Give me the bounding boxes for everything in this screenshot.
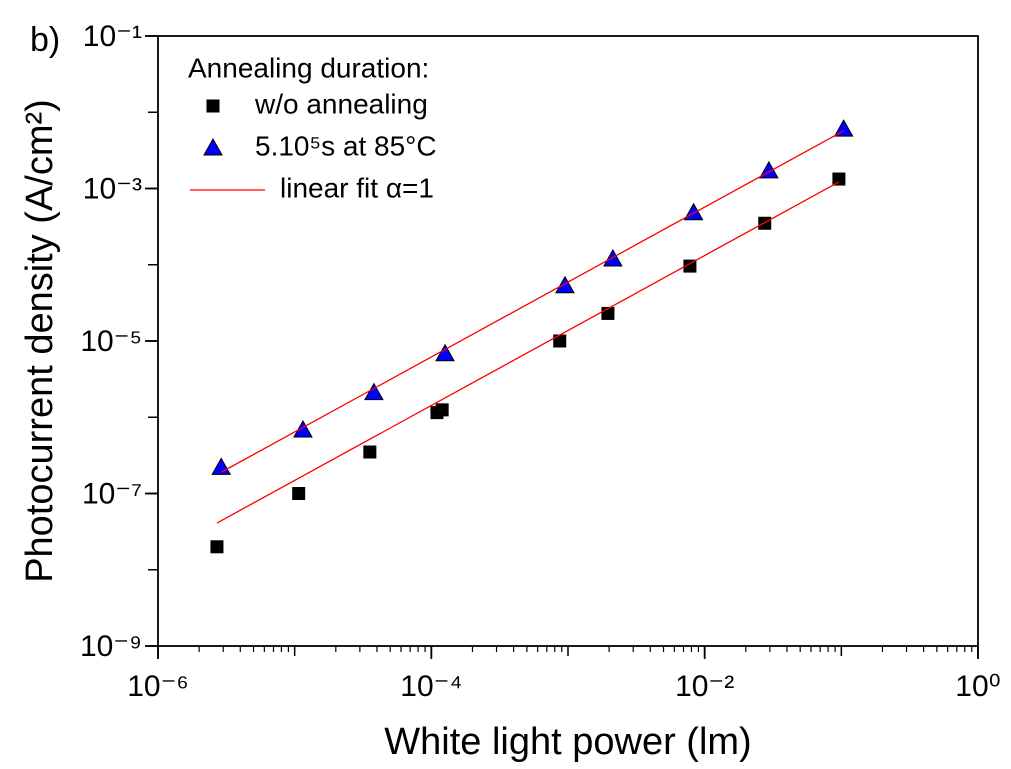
x-tick-label: 10⁻⁴ [400, 670, 462, 703]
x-tick-label: 10⁻² [675, 670, 734, 703]
x-tick-label: 10⁰ [955, 670, 1000, 703]
square-marker [210, 540, 224, 554]
triangle-marker [435, 343, 455, 362]
legend-label: w/o annealing [254, 88, 428, 119]
y-tick-label: 10⁻⁷ [82, 477, 142, 510]
square-marker [435, 403, 449, 417]
square-marker [553, 334, 567, 348]
square-marker [683, 259, 697, 273]
triangle-marker [555, 275, 575, 294]
square-marker [363, 445, 377, 459]
fit-line [216, 130, 844, 524]
y-axis-title: Photocurrent density (A/cm²) [19, 99, 61, 583]
legend-label: 5.10⁵s at 85°C [255, 130, 437, 161]
triangle-marker [833, 119, 854, 137]
x-tick-label: 10⁻⁶ [127, 670, 189, 703]
triangle-marker [293, 420, 313, 438]
x-axis-title: White light power (lm) [384, 721, 751, 763]
legend-marker [203, 137, 223, 156]
square-marker [832, 172, 846, 186]
y-tick-label: 10⁻⁵ [80, 325, 142, 358]
y-tick-label: 10⁻¹ [83, 20, 142, 53]
plot-frame [157, 35, 979, 647]
y-tick-label: 10⁻⁹ [80, 630, 142, 663]
legend-label: linear fit α=1 [280, 172, 434, 203]
square-marker [292, 487, 306, 500]
legend-title: Annealing duration: [188, 52, 429, 83]
panel-label: b) [30, 21, 60, 59]
legend-marker [206, 99, 220, 113]
triangle-marker [683, 202, 704, 221]
y-tick-label: 10⁻³ [83, 172, 142, 205]
